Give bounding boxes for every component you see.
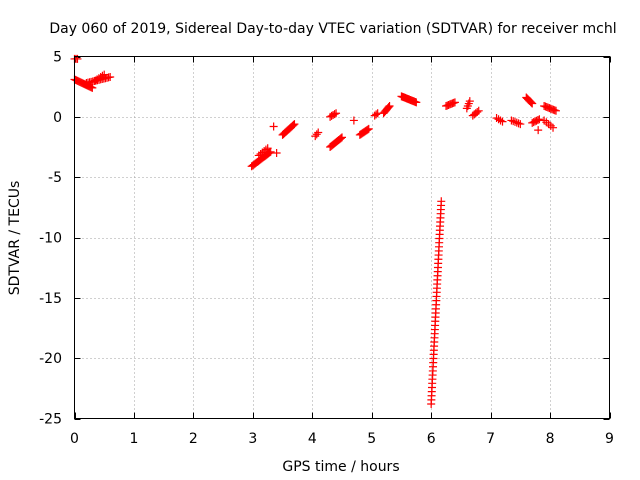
- data-point: [261, 145, 270, 154]
- data-point: [372, 110, 381, 119]
- x-tick-label: 7: [486, 431, 495, 447]
- data-point: [450, 98, 459, 107]
- data-point: [384, 103, 393, 112]
- data-points: [70, 54, 560, 409]
- data-point: [514, 119, 523, 128]
- y-axis-title: SDTVAR / TECUs: [7, 181, 23, 296]
- data-point: [263, 144, 272, 153]
- data-point: [437, 197, 446, 206]
- x-tick-label: 1: [129, 431, 138, 447]
- axis-ticks: [74, 56, 611, 420]
- data-point: [272, 149, 281, 158]
- data-point: [535, 115, 544, 124]
- data-point: [312, 130, 321, 139]
- y-tick-label: -15: [39, 291, 62, 307]
- data-point: [526, 97, 535, 106]
- data-point: [534, 126, 543, 135]
- x-tick-label: 8: [546, 431, 555, 447]
- y-tick-labels: 5 0 -5 -10 -15 -20 -25: [39, 50, 62, 428]
- data-point: [290, 120, 299, 129]
- data-point: [473, 108, 482, 117]
- x-tick-label: 5: [367, 431, 376, 447]
- data-point: [106, 73, 115, 82]
- grid: [74, 56, 610, 419]
- data-point: [498, 117, 507, 126]
- data-point: [364, 124, 373, 133]
- y-tick-label: -10: [39, 231, 62, 247]
- data-point: [412, 98, 421, 107]
- x-tick-label: 6: [427, 431, 436, 447]
- x-tick-label: 4: [308, 431, 317, 447]
- data-point: [289, 120, 298, 129]
- data-point: [98, 71, 107, 80]
- x-axis-title: GPS time / hours: [282, 459, 399, 475]
- y-tick-label: -25: [39, 412, 62, 428]
- y-tick-label: -20: [39, 351, 62, 367]
- data-point: [336, 134, 345, 143]
- x-tick-label: 3: [248, 431, 257, 447]
- plot-frame: [74, 56, 610, 419]
- data-point: [314, 128, 323, 137]
- data-point: [552, 106, 560, 115]
- x-tick-label: 2: [189, 431, 198, 447]
- data-point: [496, 116, 505, 125]
- x-tick-label: 0: [70, 431, 79, 447]
- x-tick-labels: 0 1 2 3 4 5 6 7 8 9: [70, 431, 614, 447]
- y-tick-label: -5: [48, 170, 62, 186]
- data-point: [527, 98, 536, 107]
- y-tick-label: 0: [53, 110, 62, 126]
- data-point: [363, 125, 372, 134]
- data-point: [474, 106, 483, 115]
- y-tick-label: 5: [53, 50, 62, 66]
- data-point: [549, 123, 558, 132]
- data-point: [349, 116, 358, 125]
- x-tick-label: 9: [605, 431, 614, 447]
- data-point: [465, 97, 474, 106]
- data-point: [510, 117, 519, 126]
- data-point: [330, 110, 339, 119]
- data-point: [100, 70, 109, 79]
- data-point: [512, 118, 521, 127]
- data-point: [338, 133, 346, 142]
- data-point: [362, 126, 371, 135]
- chart-title: Day 060 of 2019, Sidereal Day-to-day VTE…: [49, 21, 616, 37]
- data-point: [507, 116, 516, 125]
- data-point: [385, 101, 394, 110]
- data-point: [509, 117, 518, 126]
- data-point: [332, 109, 341, 118]
- data-point: [516, 120, 525, 129]
- data-point: [269, 122, 278, 131]
- data-point: [288, 121, 297, 130]
- data-point: [528, 99, 537, 108]
